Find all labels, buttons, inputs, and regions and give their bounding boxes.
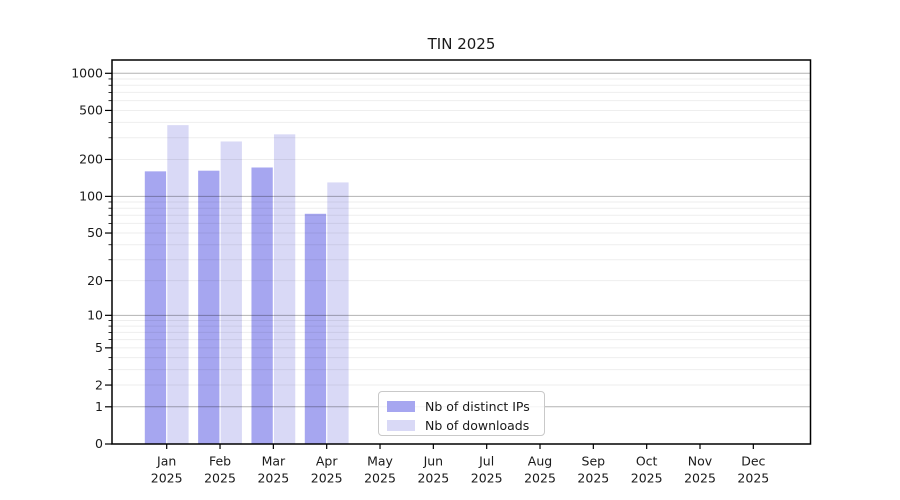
bar-nb-of-downloads-jan: [167, 125, 189, 444]
x-tick-label-year: 2025: [631, 471, 663, 486]
x-tick-label-month: May: [367, 454, 393, 469]
x-tick-label-year: 2025: [471, 471, 503, 486]
x-tick-label-year: 2025: [577, 471, 609, 486]
bar-nb-of-distinct-ips-feb: [198, 170, 220, 445]
legend-swatch-downloads: [387, 419, 415, 431]
x-tick-label-month: Aug: [528, 454, 552, 469]
x-tick-label-year: 2025: [204, 471, 236, 486]
bar-nb-of-downloads-apr: [327, 182, 349, 444]
bar-nb-of-downloads-mar: [273, 134, 296, 444]
legend-swatch-distinct-ips: [387, 400, 415, 412]
y-tick-label: 0: [95, 436, 103, 451]
y-tick-label: 50: [87, 225, 103, 240]
x-tick-label-month: Mar: [262, 454, 286, 469]
x-tick-label-year: 2025: [417, 471, 449, 486]
bar-nb-of-distinct-ips-apr: [304, 213, 327, 444]
x-tick-label-month: Apr: [316, 454, 338, 469]
chart-title: TIN 2025: [427, 35, 496, 53]
x-tick-label-month: Jun: [423, 454, 444, 469]
y-tick-label: 500: [79, 103, 103, 118]
legend-item-downloads: Nb of downloads: [387, 416, 536, 434]
x-tick-label-year: 2025: [364, 471, 396, 486]
x-tick-label-month: Sep: [582, 454, 606, 469]
legend-label-downloads: Nb of downloads: [425, 417, 530, 433]
x-tick-label-year: 2025: [311, 471, 343, 486]
legend-item-distinct-ips: Nb of distinct IPs: [387, 397, 536, 415]
bar-nb-of-downloads-feb: [220, 141, 242, 444]
x-tick-label-year: 2025: [737, 471, 769, 486]
y-tick-label: 10: [87, 308, 103, 323]
y-tick-label: 20: [87, 273, 103, 288]
y-tick-label: 1: [95, 399, 103, 414]
bar-nb-of-distinct-ips-jan: [144, 171, 167, 444]
x-tick-label-month: Oct: [636, 454, 658, 469]
y-tick-label: 5: [95, 340, 103, 355]
x-tick-label-month: Dec: [741, 454, 765, 469]
legend: Nb of distinct IPs Nb of downloads: [378, 391, 545, 436]
legend-label-distinct-ips: Nb of distinct IPs: [425, 398, 530, 414]
y-tick-label: 200: [79, 152, 103, 167]
x-tick-label-month: Jul: [478, 454, 494, 469]
x-tick-label-month: Nov: [688, 454, 713, 469]
y-tick-label: 2: [95, 377, 103, 392]
x-tick-label-month: Feb: [209, 454, 231, 469]
y-tick-label: 100: [79, 189, 103, 204]
plot-frame: [111, 59, 812, 445]
x-tick-label-year: 2025: [524, 471, 556, 486]
bar-nb-of-distinct-ips-mar: [251, 167, 273, 444]
y-tick-label: 1000: [71, 66, 103, 81]
x-tick-label-year: 2025: [257, 471, 289, 486]
x-tick-label-year: 2025: [151, 471, 183, 486]
x-tick-label-year: 2025: [684, 471, 716, 486]
x-tick-label-month: Jan: [156, 454, 176, 469]
